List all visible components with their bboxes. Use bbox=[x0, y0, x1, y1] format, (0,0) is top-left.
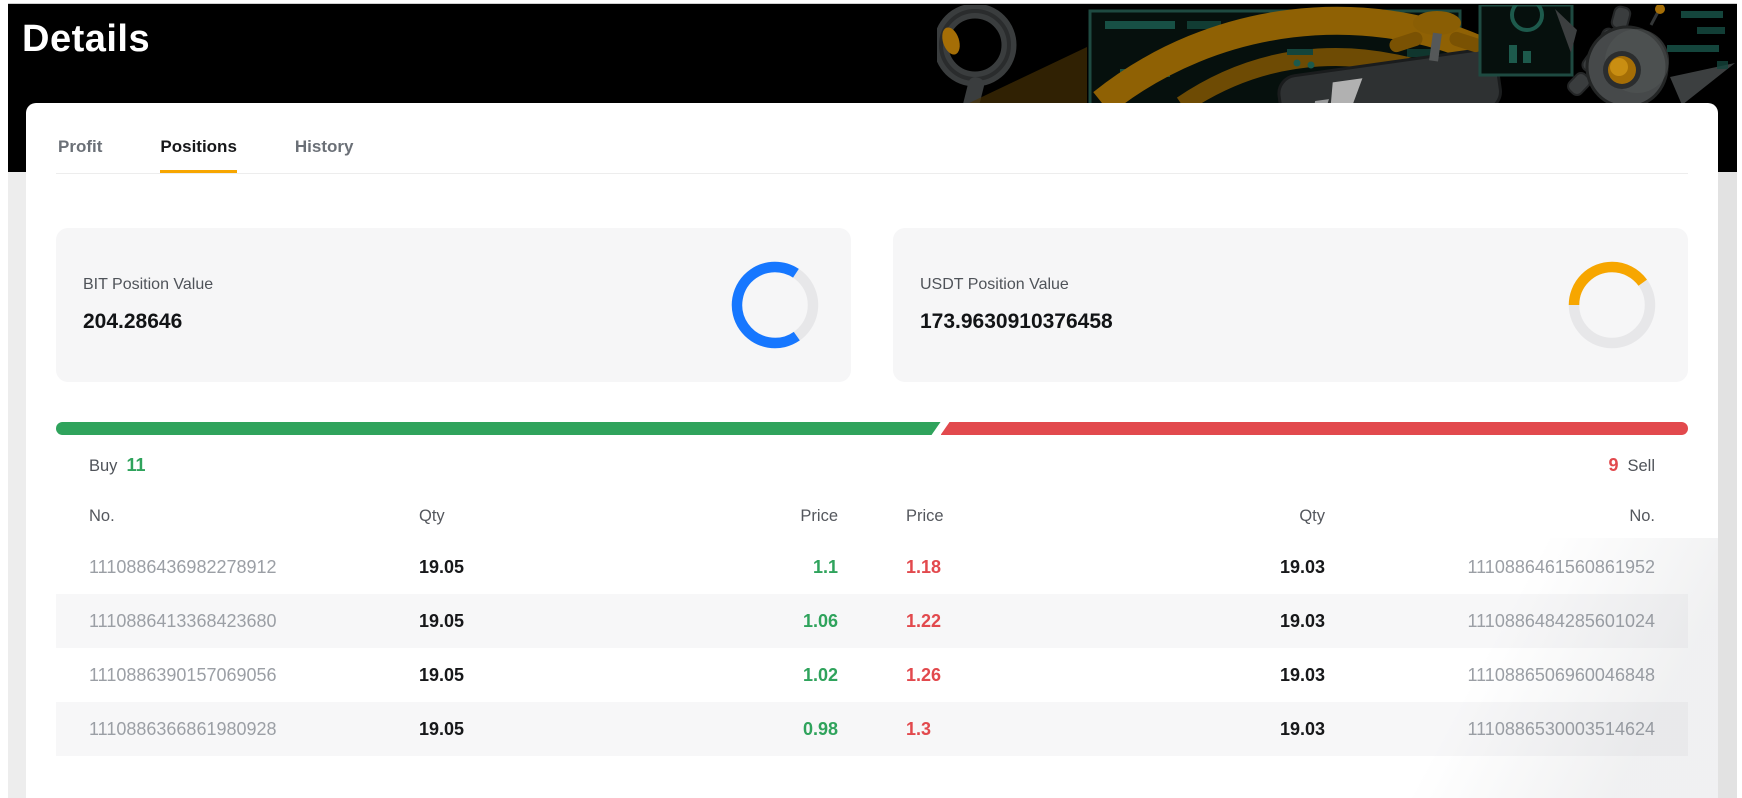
buy-count-group: Buy 11 bbox=[89, 455, 145, 476]
order-id-buy: 1110886366861980928 bbox=[89, 718, 277, 739]
qty-sell: 19.03 bbox=[1279, 610, 1325, 631]
bit-ring-chart bbox=[731, 261, 819, 349]
bit-position-label: BIT Position Value bbox=[83, 276, 214, 293]
table-row: 1110886436982278912 19.05 1.1 1.18 19.03… bbox=[56, 540, 1688, 594]
table-row: 1110886413368423680 19.05 1.06 1.22 19.0… bbox=[56, 594, 1688, 648]
details-panel: Profit Positions History BIT Position Va… bbox=[26, 103, 1718, 798]
header-sell-price: Price bbox=[906, 506, 944, 525]
qty-sell: 19.03 bbox=[1279, 664, 1325, 685]
price-sell: 1.22 bbox=[906, 610, 942, 631]
table-row: 1110886366861980928 19.05 0.98 1.3 19.03… bbox=[56, 702, 1688, 756]
table-row: 1110886390157069056 19.05 1.02 1.26 19.0… bbox=[56, 648, 1688, 702]
usdt-position-card: USDT Position Value 173.9630910376458 bbox=[893, 228, 1688, 382]
order-id-buy: 1110886413368423680 bbox=[89, 610, 277, 631]
position-value-cards: BIT Position Value 204.28646 USDT Positi… bbox=[56, 228, 1688, 382]
header-buy-qty: Qty bbox=[419, 506, 445, 525]
header-sell-no: No. bbox=[1629, 506, 1655, 525]
header-buy-no: No. bbox=[89, 506, 115, 525]
order-id-sell: 1110886530003514624 bbox=[1467, 718, 1655, 739]
price-sell: 1.3 bbox=[906, 718, 932, 739]
positions-table-header: No. Qty Price Price Qty No. bbox=[56, 492, 1688, 540]
price-buy: 0.98 bbox=[802, 718, 838, 739]
buy-label: Buy bbox=[89, 457, 118, 475]
buy-sell-ratio-bar bbox=[56, 422, 1688, 435]
page-gutter-left bbox=[8, 172, 26, 798]
order-id-sell: 1110886484285601024 bbox=[1467, 610, 1655, 631]
header-buy-price: Price bbox=[800, 506, 838, 525]
sell-count: 9 bbox=[1608, 455, 1619, 475]
bit-position-card: BIT Position Value 204.28646 bbox=[56, 228, 851, 382]
scrollbar-track[interactable] bbox=[1718, 172, 1737, 798]
qty-buy: 19.05 bbox=[419, 556, 465, 577]
qty-buy: 19.05 bbox=[419, 718, 465, 739]
tab-positions[interactable]: Positions bbox=[160, 137, 237, 173]
robot-illustration-icon bbox=[937, 5, 1735, 105]
usdt-ring-chart bbox=[1568, 261, 1656, 349]
qty-sell: 19.03 bbox=[1279, 718, 1325, 739]
order-id-sell: 1110886506960046848 bbox=[1467, 664, 1655, 685]
tab-history[interactable]: History bbox=[294, 137, 354, 156]
positions-rows: 1110886436982278912 19.05 1.1 1.18 19.03… bbox=[56, 540, 1688, 756]
order-id-sell: 1110886461560861952 bbox=[1467, 556, 1655, 577]
qty-buy: 19.05 bbox=[419, 664, 465, 685]
usdt-position-label: USDT Position Value bbox=[920, 276, 1069, 293]
price-buy: 1.1 bbox=[812, 556, 838, 577]
price-sell: 1.26 bbox=[906, 664, 942, 685]
price-sell: 1.18 bbox=[906, 556, 942, 577]
tab-profit[interactable]: Profit bbox=[58, 137, 103, 156]
tab-bar: Profit Positions History bbox=[56, 137, 1688, 174]
sell-label: Sell bbox=[1627, 457, 1655, 475]
positions-table: No. Qty Price Price Qty No. 111088643698… bbox=[56, 492, 1688, 756]
bit-position-value: 204.28646 bbox=[83, 310, 183, 333]
buy-sell-counts: Buy 11 9 Sell bbox=[56, 455, 1688, 476]
header-sell-qty: Qty bbox=[1299, 506, 1325, 525]
sell-bar-segment bbox=[940, 422, 1688, 435]
buy-bar-segment bbox=[56, 422, 941, 435]
buy-count: 11 bbox=[126, 455, 146, 475]
order-id-buy: 1110886436982278912 bbox=[89, 556, 277, 577]
usdt-position-value: 173.9630910376458 bbox=[920, 310, 1113, 333]
qty-sell: 19.03 bbox=[1279, 556, 1325, 577]
qty-buy: 19.05 bbox=[419, 610, 465, 631]
page-title: Details bbox=[22, 18, 151, 60]
sell-count-group: 9 Sell bbox=[1608, 455, 1655, 476]
order-id-buy: 1110886390157069056 bbox=[89, 664, 277, 685]
price-buy: 1.02 bbox=[802, 664, 838, 685]
price-buy: 1.06 bbox=[802, 610, 838, 631]
banner-illustration bbox=[937, 5, 1737, 105]
